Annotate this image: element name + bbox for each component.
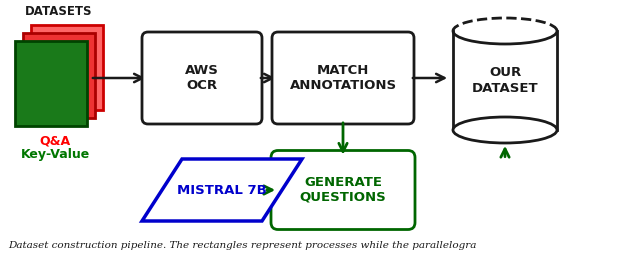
Bar	[15, 41, 87, 126]
Ellipse shape	[453, 18, 557, 44]
Bar	[453, 31, 557, 130]
Ellipse shape	[453, 117, 557, 143]
Text: MISTRAL 7B: MISTRAL 7B	[177, 183, 267, 197]
Bar	[23, 33, 95, 118]
Text: GENERATE
QUESTIONS: GENERATE QUESTIONS	[300, 176, 387, 204]
FancyBboxPatch shape	[272, 32, 414, 124]
Text: OUR
DATASET: OUR DATASET	[472, 67, 538, 95]
Text: AWS
OCR: AWS OCR	[185, 64, 219, 92]
Text: Q&A: Q&A	[40, 134, 70, 147]
Text: Key-Value: Key-Value	[20, 148, 90, 161]
Text: MATCH
ANNOTATIONS: MATCH ANNOTATIONS	[289, 64, 397, 92]
Text: DATASETS: DATASETS	[25, 5, 93, 18]
Polygon shape	[142, 159, 302, 221]
FancyBboxPatch shape	[142, 32, 262, 124]
Bar	[31, 25, 103, 110]
FancyBboxPatch shape	[271, 151, 415, 230]
Text: Dataset construction pipeline. The rectangles represent processes while the para: Dataset construction pipeline. The recta…	[8, 241, 476, 250]
